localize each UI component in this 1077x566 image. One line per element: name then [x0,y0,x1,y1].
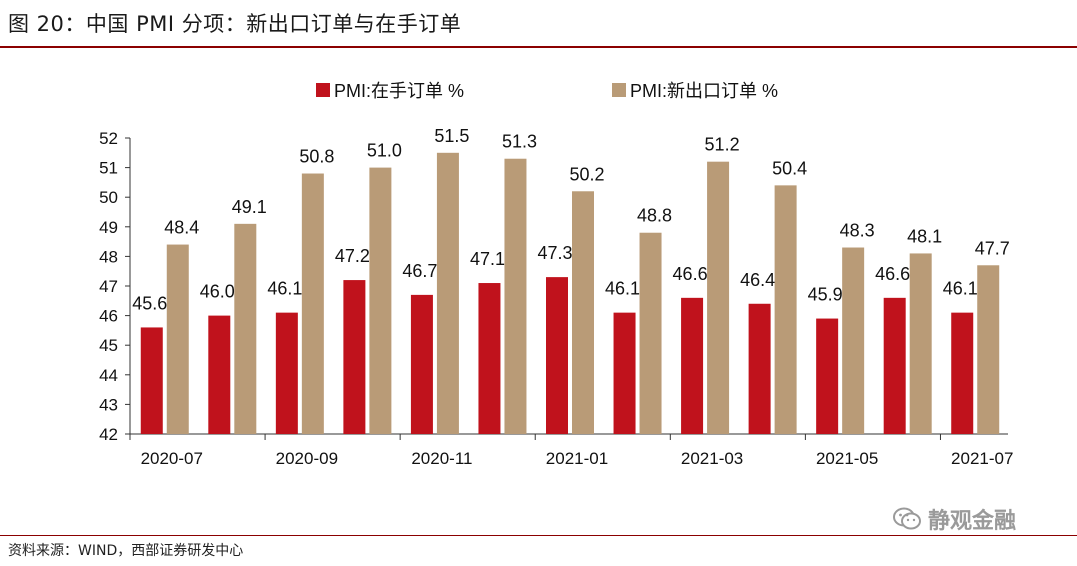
y-tick-label: 48 [99,247,118,266]
y-axis: 42 43 44 45 46 47 48 49 50 51 52 [99,129,131,444]
data-label: 50.4 [772,158,807,178]
y-tick-label: 51 [99,159,118,178]
data-label: 49.1 [232,197,267,217]
x-tick-label: 2021-07 [951,449,1013,468]
bar-new-export-orders [234,223,257,434]
y-tick-label: 45 [99,336,118,355]
bar-backlog-orders [478,283,501,434]
x-tick-label: 2021-05 [816,449,878,468]
y-tick-label: 43 [99,395,118,414]
x-tick-label: 2020-11 [411,449,472,468]
legend-item-backlog-orders: PMI:在手订单 % [316,81,464,101]
bar-new-export-orders [909,253,932,434]
legend-item-new-export-orders: PMI:新出口订单 % [612,81,778,101]
data-label: 46.0 [200,282,235,302]
bar-new-export-orders [436,152,459,435]
legend-label: PMI:在手订单 % [334,81,464,101]
bar-backlog-orders [951,312,974,434]
bar-backlog-orders [613,312,636,434]
data-label: 45.9 [808,285,843,305]
watermark: 静观金融 [892,503,1016,535]
bar-backlog-orders [208,315,231,434]
bar-new-export-orders [369,167,392,434]
data-label: 46.1 [605,279,640,299]
bar-series [140,152,1000,435]
data-label: 50.8 [299,147,334,167]
data-label: 46.6 [875,264,910,284]
data-label: 46.4 [740,270,775,290]
data-label: 48.3 [840,221,875,241]
data-label: 48.8 [637,206,672,226]
bar-new-export-orders [977,265,1000,434]
y-tick-label: 52 [99,129,118,148]
chart-legend: PMI:在手订单 % PMI:新出口订单 % [316,81,778,101]
data-label: 46.7 [402,261,437,281]
bar-backlog-orders [681,297,704,434]
y-tick-label: 50 [99,188,118,207]
data-label: 48.4 [164,218,199,238]
watermark-text: 静观金融 [928,509,1017,534]
x-axis: 2020-07 2020-09 2020-11 2021-01 2021-03 2021-… [129,433,1013,468]
legend-swatch [612,83,626,97]
bar-backlog-orders [748,303,771,434]
bar-backlog-orders [816,318,839,434]
y-tick-label: 44 [99,366,118,385]
data-labels: 45.6 48.4 46.0 49.1 46.1 50.8 47.2 51.0 46.7 51.5… [132,126,1010,314]
x-tick-label: 2021-01 [546,449,608,468]
bar-new-export-orders [707,161,730,434]
data-label: 51.0 [367,141,402,161]
data-label: 46.1 [267,279,302,299]
legend-swatch [316,83,330,97]
data-label: 51.2 [705,135,740,155]
y-tick-label: 47 [99,277,118,296]
bar-new-export-orders [842,247,865,434]
bar-new-export-orders [639,232,662,434]
chart-title: 图 20：中国 PMI 分项：新出口订单与在手订单 [8,12,462,36]
data-label: 50.2 [569,164,604,184]
data-label: 46.1 [943,279,978,299]
data-label: 47.2 [335,246,370,266]
data-label: 47.3 [537,243,572,263]
bar-new-export-orders [301,173,324,434]
data-label: 51.5 [434,126,469,146]
bar-backlog-orders [546,277,568,434]
data-label: 45.6 [132,293,167,313]
wechat-icon [893,507,921,530]
bar-chart: PMI:在手订单 % PMI:新出口订单 % 42 43 44 45 46 47 48 49 50… [99,81,1013,468]
bar-backlog-orders [275,312,298,434]
data-label: 46.6 [673,264,708,284]
y-tick-label: 46 [99,307,118,326]
data-label: 47.7 [975,238,1010,258]
source-note: 资料来源：WIND，西部证券研发中心 [8,543,244,559]
y-tick-label: 42 [99,425,118,444]
x-tick-label: 2021-03 [681,449,743,468]
data-label: 51.3 [502,132,537,152]
bar-backlog-orders [140,327,163,434]
y-tick-label: 49 [99,218,118,237]
source-divider [0,535,1077,536]
bar-new-export-orders [572,191,594,434]
x-tick-label: 2020-07 [141,449,203,468]
legend-label: PMI:新出口订单 % [630,81,778,101]
data-label: 48.1 [907,226,942,246]
bar-backlog-orders [883,297,906,434]
bar-new-export-orders [504,158,527,434]
title-divider [0,46,1077,48]
x-tick-label: 2020-09 [276,449,338,468]
bar-new-export-orders [166,244,189,434]
data-label: 47.1 [470,249,505,269]
bar-new-export-orders [774,185,797,434]
bar-backlog-orders [343,280,366,434]
bar-backlog-orders [410,294,433,434]
